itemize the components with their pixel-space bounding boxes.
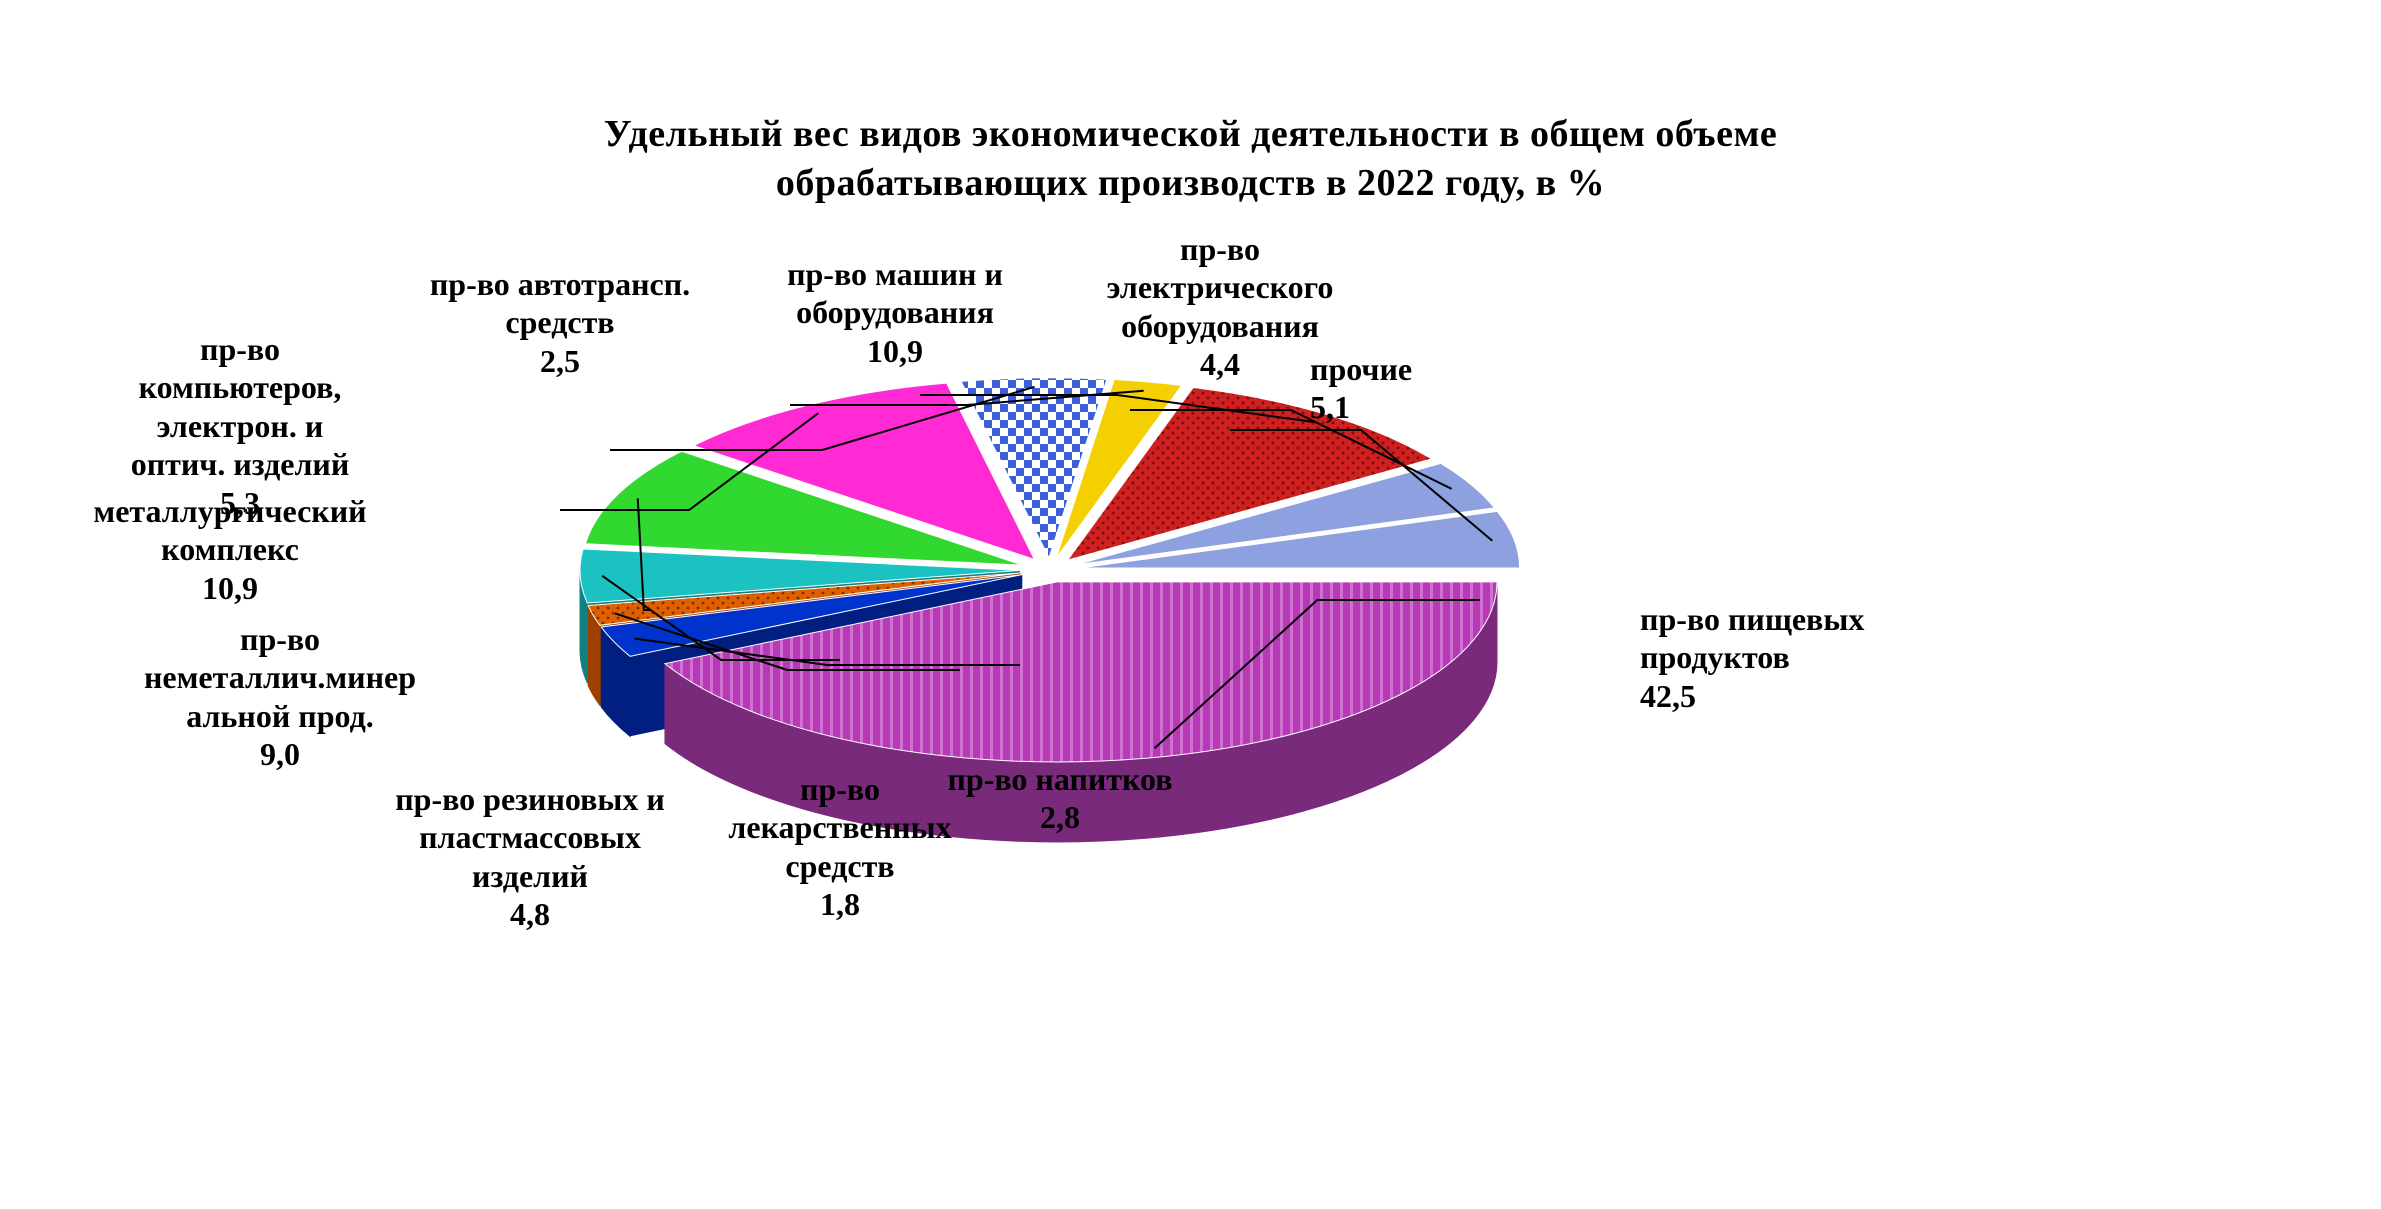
slice-label: пр-во пищевых продуктов42,5 (1640, 600, 1864, 715)
slice-label: пр-во лекарственных средств1,8 (728, 770, 951, 924)
slice-label-value: 10,9 (787, 332, 1003, 370)
slice-label: пр-во компьютеров, электрон. и оптич. из… (131, 330, 350, 522)
slice-label-text: пр-во машин и оборудования (787, 255, 1003, 332)
slice-label-value: 5,1 (1310, 388, 1412, 426)
slice-label-text: пр-во компьютеров, электрон. и оптич. из… (131, 330, 350, 484)
slice-label-value: 9,0 (144, 735, 416, 773)
chart-title: Удельный вес видов экономической деятель… (0, 110, 2381, 209)
slice-label: пр-во электрического оборудования4,4 (1107, 230, 1334, 384)
slice-label: прочие5,1 (1310, 350, 1412, 427)
slice-label-value: 2,8 (947, 798, 1172, 836)
slice-label-text: пр-во неметаллич.минер альной прод. (144, 620, 416, 735)
slice-label-value: 4,8 (395, 895, 665, 933)
slice-label-value: 1,8 (728, 885, 951, 923)
pie-chart: пр-во пищевых продуктов42,5 пр-во напитко… (0, 220, 2381, 1120)
slice-label: пр-во автотрансп. средств2,5 (430, 265, 690, 380)
slice-label: пр-во неметаллич.минер альной прод.9,0 (144, 620, 416, 774)
slice-label-value: 5,3 (131, 484, 350, 522)
slice-label-value: 4,4 (1107, 345, 1334, 383)
title-line-2: обрабатывающих производств в 2022 году, … (776, 162, 1605, 204)
slice-label-text: пр-во напитков (947, 760, 1172, 798)
slice-label-text: пр-во лекарственных средств (728, 770, 951, 885)
slice-label-value: 42,5 (1640, 677, 1864, 715)
title-line-1: Удельный вес видов экономической деятель… (604, 113, 1777, 155)
slice-label: пр-во напитков2,8 (947, 760, 1172, 837)
slice-label-text: пр-во резиновых и пластмассовых изделий (395, 780, 665, 895)
slice-label-text: пр-во электрического оборудования (1107, 230, 1334, 345)
slice-label-text: пр-во автотрансп. средств (430, 265, 690, 342)
slice-label-value: 10,9 (93, 569, 366, 607)
slice-label-text: прочие (1310, 350, 1412, 388)
slice-label: пр-во машин и оборудования10,9 (787, 255, 1003, 370)
slice-label: пр-во резиновых и пластмассовых изделий4… (395, 780, 665, 934)
slice-label-value: 2,5 (430, 342, 690, 380)
slice-label-text: пр-во пищевых продуктов (1640, 600, 1864, 677)
